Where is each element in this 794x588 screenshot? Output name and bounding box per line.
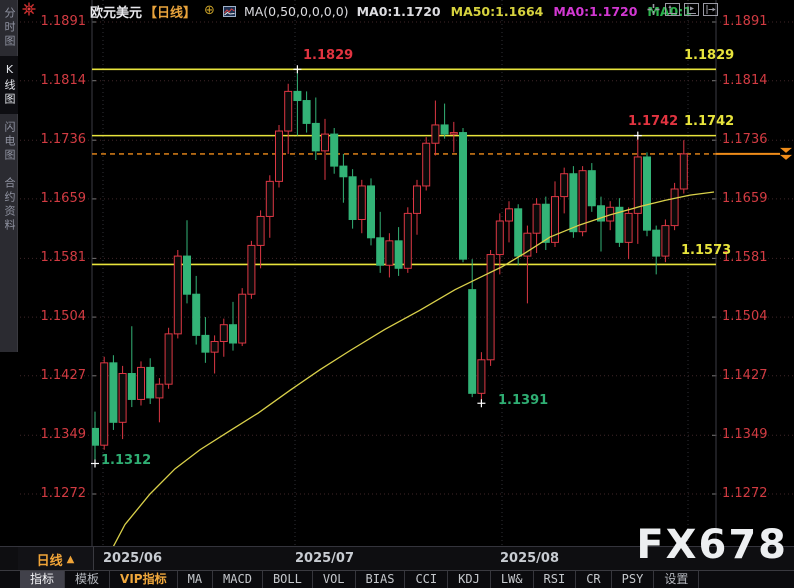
ma50-line: [112, 191, 715, 546]
candlestick-chart[interactable]: [0, 0, 794, 546]
resistance-line-1-label: 1.1829: [684, 48, 735, 63]
toolbar-button-MA[interactable]: MA: [178, 571, 214, 588]
chart-area: 1.1891 1.1814 1.1736 1.1659 1.1581 1.1504 1.14…: [0, 0, 794, 546]
live-status-icon: [22, 2, 36, 16]
chart-header: 欧元美元 【日线】 ⊕ MA(0,50,0,0,0,0) MA0:1.1720 M…: [90, 2, 692, 21]
period-selector[interactable]: 日线 ▲: [18, 547, 94, 571]
june-low-price-label: 1.1312: [101, 453, 152, 468]
toolbar-button-CR[interactable]: CR: [576, 571, 612, 588]
axis-scale-icon[interactable]: [665, 3, 680, 16]
price-tick-label: 1.1891: [722, 14, 768, 29]
price-tick-label: 1.1427: [40, 367, 87, 383]
toolbar-button-VIP指标[interactable]: VIP指标: [110, 571, 178, 588]
month-label: 2025/07: [295, 551, 355, 566]
price-tick-label: 1.1427: [722, 367, 768, 383]
pan-tool-icon[interactable]: [646, 3, 661, 16]
price-tick-label: 1.1736: [40, 132, 87, 148]
sidebar-item-合约资料[interactable]: 合约资料: [3, 177, 16, 233]
chart-tool-icons: [646, 3, 718, 16]
price-tick-label: 1.1504: [722, 309, 768, 325]
price-tick-label: 1.1814: [722, 72, 768, 88]
shift-right-icon[interactable]: [703, 3, 718, 16]
triangle-up-icon: ▲: [66, 553, 75, 565]
indicator-toolbar: 指标 模板 VIP指标 MA MACD BOLL VOL BIAS CCI KDJ LW& RSI CR…: [0, 570, 794, 588]
fx678-watermark: FX678: [636, 522, 788, 568]
resistance-line-2-label: 1.1742: [684, 114, 735, 129]
support-line-label: 1.1573: [681, 243, 732, 258]
price-tick-label: 1.1581: [40, 250, 87, 266]
toolbar-button-PSY[interactable]: PSY: [612, 571, 655, 588]
toolbar-button-模板[interactable]: 模板: [65, 571, 111, 588]
sidebar-item-kline-selected[interactable]: K线图: [0, 56, 18, 114]
sidebar-item-分时图[interactable]: 分时图: [3, 7, 16, 49]
price-tick-label: 1.1581: [722, 250, 768, 266]
symbol-title: 欧元美元: [90, 5, 143, 21]
chart-type-icon[interactable]: [222, 5, 236, 17]
toolbar-button-CCI[interactable]: CCI: [405, 571, 449, 588]
august-low-price-label: 1.1391: [498, 393, 549, 408]
price-tick-label: 1.1349: [40, 427, 87, 443]
toolbar-button-设置[interactable]: 设置: [654, 571, 700, 588]
price-tick-label: 1.1736: [722, 132, 768, 148]
price-tick-label: 1.1349: [722, 427, 768, 443]
toolbar-button-KDJ[interactable]: KDJ: [448, 571, 491, 588]
period-selector-label: 日线: [36, 553, 63, 569]
price-tick-label: 1.1659: [40, 190, 87, 206]
ma-value: MA50:1.1664: [450, 3, 544, 19]
circle-plus-icon[interactable]: ⊕: [204, 3, 215, 18]
left-sidebar: 分时图 K线图闪电图合约资料: [0, 0, 18, 546]
ma-values: MA0:1.1720 MA50:1.1664 MA0:1.1720 MA0:1: [357, 4, 692, 19]
price-tick-label: 1.1272: [40, 485, 87, 501]
extreme-markers: [91, 65, 642, 468]
vertical-gridlines: [102, 0, 689, 546]
axis-fit-icon[interactable]: [684, 3, 699, 16]
price-tick-label: 1.1504: [40, 309, 87, 325]
month-label: 2025/06: [103, 551, 163, 566]
month-label: 2025/08: [500, 551, 560, 566]
period-tag: 【日线】: [144, 5, 197, 21]
toolbar-button-指标[interactable]: 指标: [20, 571, 66, 588]
price-tick-label: 1.1891: [40, 14, 87, 29]
toolbar-button-VOL[interactable]: VOL: [313, 571, 356, 588]
toolbar-button-BIAS[interactable]: BIAS: [356, 571, 406, 588]
recent-high-price-label: 1.1742: [628, 114, 679, 129]
price-tick-label: 1.1814: [40, 72, 87, 88]
ma-settings-text: MA(0,50,0,0,0,0): [243, 3, 349, 19]
toolbar-button-RSI[interactable]: RSI: [534, 571, 577, 588]
price-tick-label: 1.1272: [722, 485, 768, 501]
toolbar-button-BOLL[interactable]: BOLL: [263, 571, 313, 588]
sidebar-item-闪电图[interactable]: 闪电图: [3, 121, 16, 163]
ma-value: MA0:1.1720: [356, 3, 441, 19]
toolbar-button-LW&[interactable]: LW&: [491, 571, 534, 588]
price-tick-label: 1.1659: [722, 190, 768, 206]
ma-value: MA0:1.1720: [553, 3, 638, 19]
time-axis-row: 日线 ▲ 2025/06 2025/07 2025/08: [0, 546, 794, 571]
last-price-line: [92, 147, 792, 160]
peak-price-label: 1.1829: [303, 48, 354, 63]
candles: [92, 69, 688, 464]
toolbar-button-MACD[interactable]: MACD: [213, 571, 263, 588]
